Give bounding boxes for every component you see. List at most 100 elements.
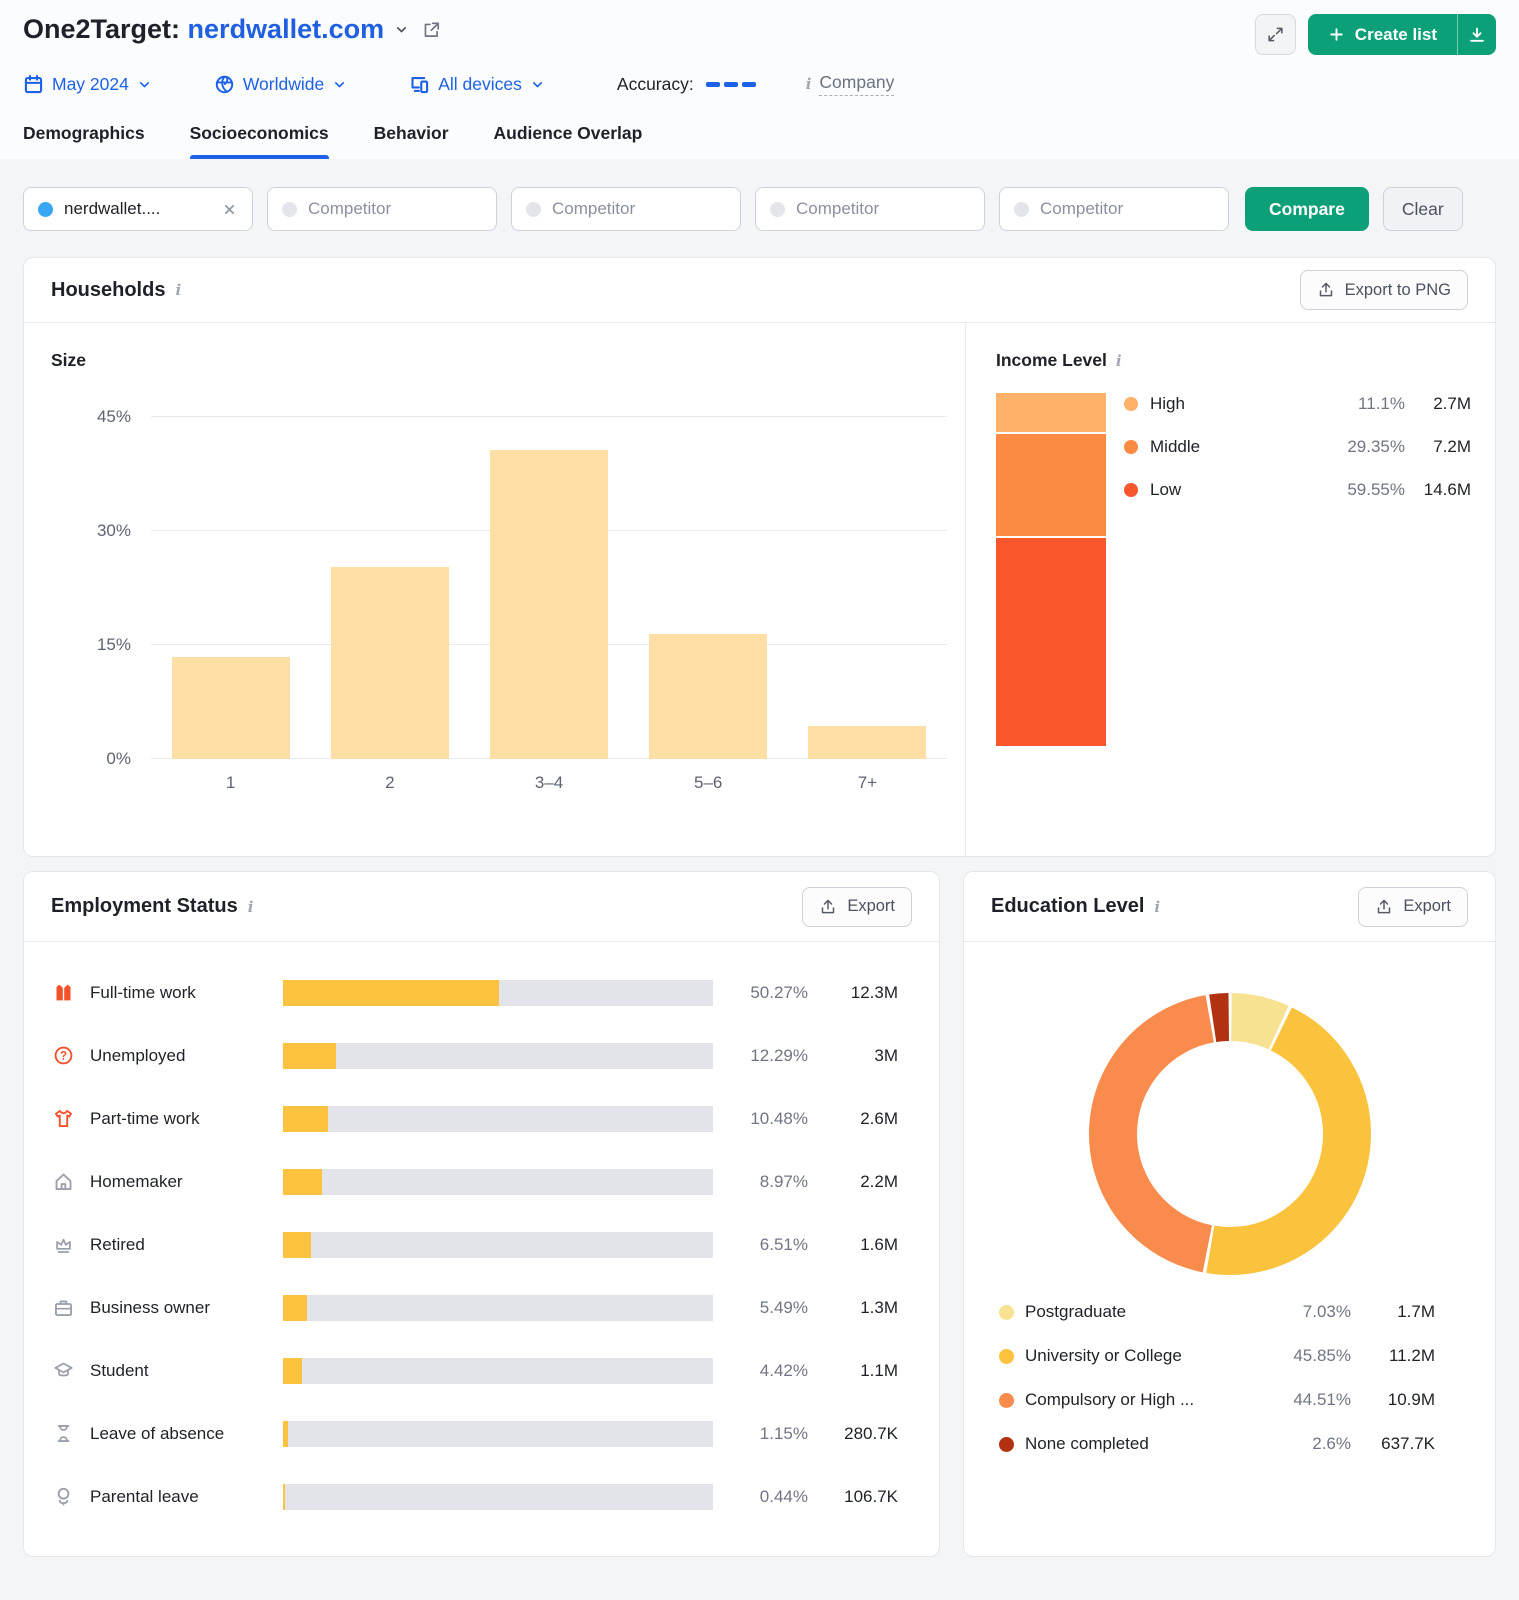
bar-slot	[469, 417, 628, 759]
employment-row-part-time-work: Part-time work 10.48% 2.6M	[51, 1105, 912, 1132]
legend-label: Postgraduate	[1025, 1302, 1127, 1321]
employment-label: Student	[90, 1360, 149, 1380]
size-chart-title: Size	[51, 350, 87, 370]
bar-slot	[310, 417, 469, 759]
legend-percent: 11.1%	[1358, 394, 1405, 413]
employment-title: Employment Status	[51, 895, 238, 917]
globe-icon	[214, 74, 235, 95]
info-icon[interactable]: i	[175, 281, 182, 299]
external-link-icon[interactable]	[421, 20, 441, 40]
employment-bar-fill	[283, 1420, 288, 1447]
legend-dot	[1124, 483, 1138, 497]
legend-percent: 44.51%	[1293, 1390, 1351, 1409]
income-stacked-bar	[996, 393, 1106, 746]
clear-button[interactable]: Clear	[1382, 187, 1463, 231]
info-icon[interactable]: i	[247, 897, 254, 916]
compare-bar: nerdwallet.... Competitor Competitor Compe…	[0, 159, 1519, 231]
domain-link[interactable]: nerdwallet.com	[187, 14, 385, 44]
employment-rows: Full-time work 50.27% 12.3M? Unemployed 12.2…	[24, 942, 939, 1510]
tab-demographics[interactable]: Demographics	[23, 123, 145, 159]
competitor-input-2[interactable]: Competitor	[511, 187, 741, 231]
legend-label: None completed	[1025, 1434, 1149, 1453]
employment-value: 280.7K	[844, 1423, 898, 1443]
legend-percent: 45.85%	[1293, 1346, 1351, 1365]
calendar-icon	[23, 74, 44, 95]
employment-bar-fill	[283, 1042, 336, 1069]
competitor-dot	[770, 201, 785, 217]
parttime-work-icon	[51, 1108, 75, 1129]
legend-value: 637.7K	[1381, 1434, 1435, 1453]
download-button[interactable]	[1457, 14, 1496, 55]
employment-value: 12.3M	[850, 982, 898, 1002]
parental-leave-icon	[51, 1486, 75, 1507]
retired-icon	[51, 1234, 75, 1255]
tab-behavior[interactable]: Behavior	[374, 123, 449, 159]
legend-dot	[1124, 397, 1138, 411]
y-axis-tick: 15%	[96, 635, 131, 654]
devices-icon	[409, 74, 430, 95]
employment-bar-track	[283, 1042, 713, 1069]
page-title: One2Target: nerdwallet.com	[23, 14, 385, 44]
tabs: Demographics Socioeconomics Behavior Audien…	[23, 123, 1496, 159]
close-icon[interactable]	[221, 201, 238, 218]
education-legend-row: Compulsory or High ... 44.51% 10.9M	[999, 1386, 1435, 1414]
employment-label: Parental leave	[90, 1486, 199, 1506]
chevron-down-icon[interactable]	[394, 22, 409, 37]
upload-icon	[819, 898, 837, 916]
create-list-button[interactable]: Create list	[1307, 14, 1457, 55]
employment-row-leave-of-absence: Leave of absence 1.15% 280.7K	[51, 1420, 912, 1447]
competitor-input-1[interactable]: Competitor	[267, 187, 497, 231]
create-list-label: Create list	[1354, 24, 1437, 44]
compare-button[interactable]: Compare	[1245, 187, 1369, 231]
legend-percent: 7.03%	[1302, 1302, 1351, 1321]
education-level-card: Education Level i Export Postgraduate 7.0…	[963, 871, 1496, 1557]
competitor-dot	[282, 201, 297, 217]
employment-value: 1.6M	[860, 1234, 898, 1254]
y-axis-tick: 0%	[106, 749, 131, 768]
plus-icon	[1328, 26, 1345, 43]
employment-percent: 5.49%	[759, 1297, 808, 1317]
employment-bar-fill	[283, 1294, 307, 1321]
income-level-panel: Income Level i High 11.1% 2.7M Middle 29.35%…	[966, 323, 1495, 856]
competitor-input-3[interactable]: Competitor	[755, 187, 985, 231]
region-filter[interactable]: Worldwide	[214, 74, 347, 95]
unemployed-icon: ?	[51, 1045, 75, 1066]
devices-filter[interactable]: All devices	[409, 74, 545, 95]
income-legend: High 11.1% 2.7M Middle 29.35% 7.2M Low 59.55% 14…	[1124, 390, 1471, 746]
donut-segment-university-or-college	[1088, 993, 1371, 1275]
employment-row-student: Student 4.42% 1.1M	[51, 1357, 912, 1384]
selected-domain-chip[interactable]: nerdwallet....	[23, 187, 253, 231]
employment-percent: 10.48%	[750, 1108, 808, 1128]
accuracy-meter	[705, 81, 756, 87]
employment-export-button[interactable]: Export	[802, 886, 912, 927]
size-bar-3-4	[490, 449, 608, 759]
export-to-png-button[interactable]: Export to PNG	[1299, 270, 1468, 310]
company-link[interactable]: i Company	[806, 72, 895, 96]
employment-row-retired: Retired 6.51% 1.6M	[51, 1231, 912, 1258]
households-card: Households i Export to PNG Size 0% 15% 30%…	[23, 257, 1496, 857]
employment-percent: 12.29%	[750, 1045, 808, 1065]
chevron-down-icon	[137, 77, 152, 92]
accuracy-indicator: Accuracy:	[617, 74, 756, 95]
expand-button[interactable]	[1254, 14, 1296, 55]
info-icon[interactable]: i	[1154, 897, 1161, 916]
legend-label: Middle	[1150, 437, 1201, 456]
income-segment-middle	[996, 432, 1106, 536]
employment-label: Business owner	[90, 1297, 211, 1317]
legend-value: 11.2M	[1389, 1346, 1435, 1365]
education-export-button[interactable]: Export	[1358, 886, 1468, 927]
competitor-dot	[1014, 201, 1029, 217]
tab-socioeconomics[interactable]: Socioeconomics	[189, 123, 329, 159]
y-axis-tick: 45%	[96, 407, 131, 426]
tab-audience-overlap[interactable]: Audience Overlap	[494, 123, 643, 159]
employment-bar-track	[283, 1420, 713, 1447]
education-legend-row: University or College 45.85% 11.2M	[999, 1342, 1435, 1370]
competitor-input-4[interactable]: Competitor	[999, 187, 1229, 231]
date-filter[interactable]: May 2024	[23, 74, 152, 95]
education-donut-chart	[964, 992, 1495, 1276]
gridline	[151, 416, 947, 417]
employment-value: 2.6M	[860, 1108, 898, 1128]
info-icon[interactable]: i	[1115, 351, 1122, 370]
fulltime-work-icon	[51, 982, 75, 1003]
employment-percent: 0.44%	[759, 1486, 808, 1506]
